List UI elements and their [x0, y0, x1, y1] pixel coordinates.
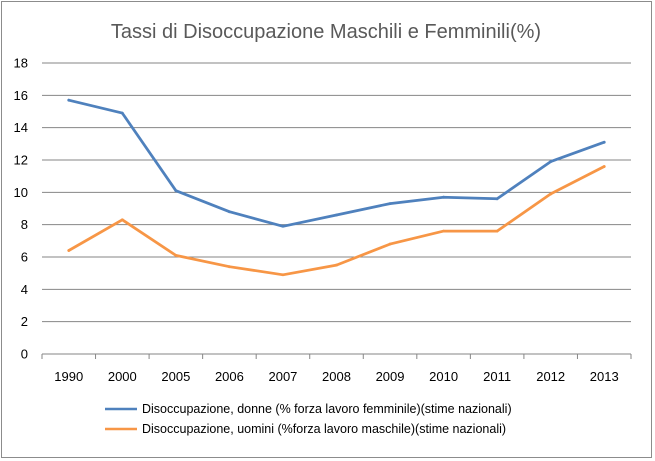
point-men-2000: [120, 218, 124, 222]
point-women-1990: [67, 98, 71, 102]
point-men-2013: [602, 165, 606, 168]
chart-title: Tassi di Disoccupazione Maschili e Femmi…: [111, 21, 541, 43]
point-men-2005: [174, 253, 178, 257]
point-men-2008: [335, 263, 338, 267]
point-men-2007: [281, 273, 285, 277]
y-tick-label: 18: [14, 56, 28, 71]
x-axis-ticks: 1990 2000 2005 2006 2007 2008 2009 2010 2011 2012…: [41, 354, 632, 384]
y-tick-label: 16: [14, 88, 28, 103]
x-tick-label: 2012: [536, 369, 565, 384]
x-tick-label: 2000: [108, 369, 137, 384]
point-women-2007: [281, 224, 285, 228]
point-women-2005: [174, 189, 178, 193]
point-women-2000: [120, 111, 124, 115]
point-women-2006: [228, 210, 231, 214]
x-tick-label: 2008: [322, 369, 351, 384]
x-tick-label: 1990: [54, 369, 83, 384]
point-men-2006: [228, 265, 231, 269]
series-lines: [67, 98, 606, 277]
point-men-2011: [495, 229, 499, 233]
legend: Disoccupazione, donne (% forza lavoro fe…: [105, 402, 512, 436]
x-tick-label: 2011: [483, 369, 511, 384]
series-line-men: [67, 165, 606, 277]
point-women-2009: [388, 202, 392, 206]
series-line-women: [67, 98, 606, 228]
x-tick-label: 2005: [161, 369, 190, 384]
point-women-2011: [495, 197, 499, 201]
y-tick-label: 4: [21, 282, 28, 297]
point-women-2013: [602, 140, 606, 144]
x-tick-label: 2010: [429, 369, 458, 384]
legend-label-men: Disoccupazione, uomini (%forza lavoro ma…: [142, 422, 506, 436]
y-tick-label: 8: [21, 217, 28, 232]
y-tick-label: 6: [21, 250, 28, 265]
x-tick-label: 2007: [268, 369, 297, 384]
y-tick-label: 12: [14, 153, 28, 168]
y-tick-label: 0: [21, 347, 28, 362]
y-tick-label: 10: [14, 185, 28, 200]
point-men-2010: [442, 229, 445, 233]
y-tick-label: 14: [14, 120, 28, 135]
gridlines: [42, 62, 631, 355]
x-tick-label: 2013: [590, 369, 619, 384]
legend-label-women: Disoccupazione, donne (% forza lavoro fe…: [142, 402, 512, 416]
point-men-2009: [388, 242, 392, 246]
point-women-2008: [335, 213, 338, 217]
point-women-2010: [442, 195, 445, 199]
point-men-1990: [67, 249, 71, 252]
y-axis-ticks: 0 2 4 6 8 10 12 14 16 18: [14, 56, 28, 362]
x-tick-label: 2006: [215, 369, 244, 384]
y-tick-label: 2: [21, 314, 28, 329]
x-tick-label: 2009: [376, 369, 405, 384]
point-men-2012: [549, 192, 553, 196]
point-women-2012: [549, 160, 553, 164]
